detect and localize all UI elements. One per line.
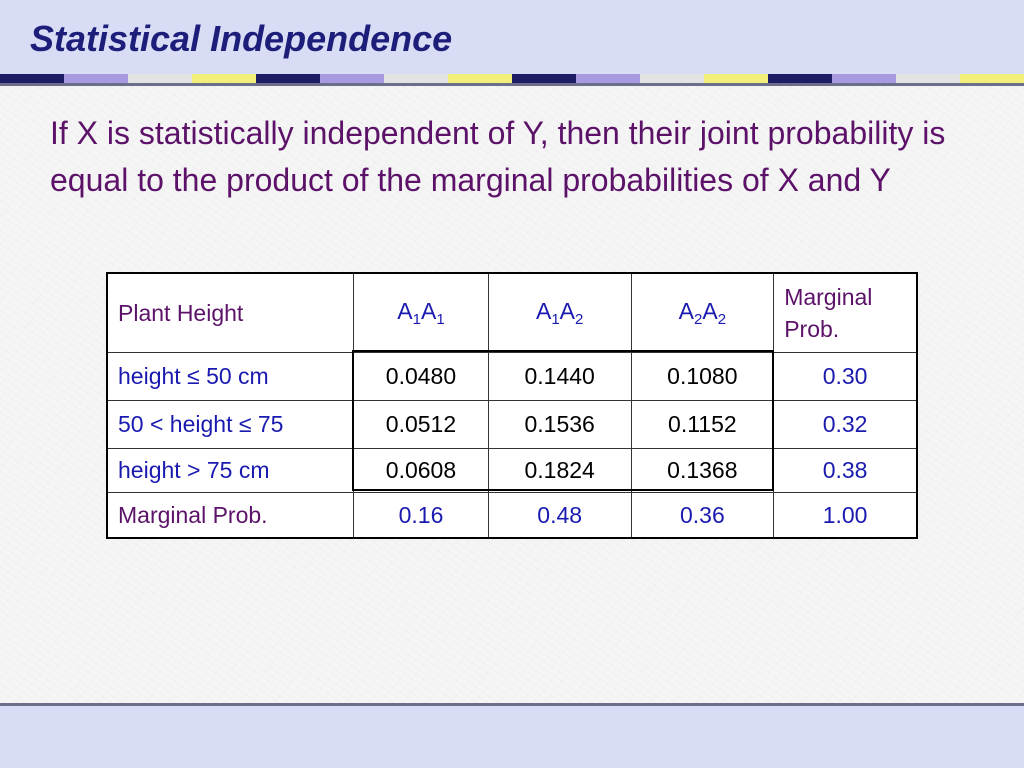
- header-a2a2: A2A2: [630, 272, 775, 353]
- footer-divider: [0, 703, 1024, 706]
- title-divider: [0, 83, 1024, 86]
- header-a1a2: A1A2: [487, 272, 632, 353]
- table-cell: 0.1080: [630, 352, 775, 401]
- row-marginal: 0.32: [773, 400, 918, 449]
- row-marginal: 0.30: [773, 352, 918, 401]
- table-cell: 0.0480: [353, 352, 489, 401]
- header-row-label: Plant Height: [106, 272, 355, 353]
- joint-probability-table: Plant Height A1A1 A1A2 A2A2 Marginal Prob…: [106, 272, 918, 539]
- table-cell: 0.1440: [487, 352, 632, 401]
- column-marginal: 0.16: [353, 492, 489, 539]
- title-bar: [0, 0, 1024, 74]
- table-row: height > 75 cm 0.0608 0.1824 0.1368 0.38: [106, 448, 918, 493]
- table-cell: 0.0512: [353, 400, 489, 449]
- row-label: 50 < height ≤ 75: [106, 400, 355, 449]
- row-label: height ≤ 50 cm: [106, 352, 355, 401]
- table-row: height ≤ 50 cm 0.0480 0.1440 0.1080 0.30: [106, 352, 918, 401]
- table-cell: 0.1152: [630, 400, 775, 449]
- header-marginal-prob: Marginal Prob.: [773, 272, 918, 353]
- total-probability: 1.00: [773, 492, 918, 539]
- column-marginal: 0.36: [630, 492, 775, 539]
- footer-bar: [0, 706, 1024, 768]
- footer-label: Marginal Prob.: [106, 492, 355, 539]
- table-cell: 0.0608: [353, 448, 489, 493]
- table-cell: 0.1368: [630, 448, 775, 493]
- row-marginal: 0.38: [773, 448, 918, 493]
- table-cell: 0.1536: [487, 400, 632, 449]
- decorative-stripe: [0, 74, 1024, 83]
- header-a1a1: A1A1: [353, 272, 489, 353]
- table-footer-row: Marginal Prob. 0.16 0.48 0.36 1.00: [106, 492, 918, 539]
- table-cell: 0.1824: [487, 448, 632, 493]
- row-label: height > 75 cm: [106, 448, 355, 493]
- table-header-row: Plant Height A1A1 A1A2 A2A2 Marginal Prob…: [106, 272, 918, 353]
- table-row: 50 < height ≤ 75 0.0512 0.1536 0.1152 0.…: [106, 400, 918, 449]
- column-marginal: 0.48: [487, 492, 632, 539]
- slide-title: Statistical Independence: [30, 18, 453, 59]
- slide-body-text: If X is statistically independent of Y, …: [50, 115, 946, 198]
